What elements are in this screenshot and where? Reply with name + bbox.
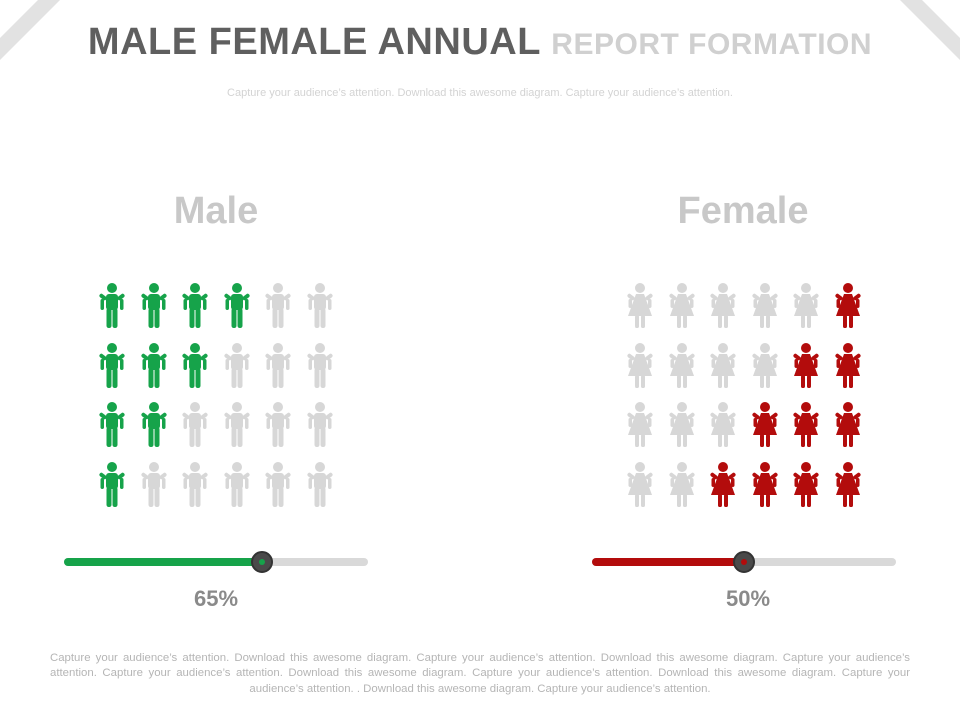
male-person-icon bbox=[140, 461, 167, 507]
female-person-icon bbox=[668, 283, 695, 328]
female-person-icon bbox=[627, 402, 653, 447]
female-person-icon bbox=[751, 402, 778, 447]
male-person-icon bbox=[99, 461, 125, 507]
male-person-icon bbox=[223, 342, 250, 388]
knob-dot bbox=[741, 559, 747, 565]
male-person-icon bbox=[223, 461, 250, 507]
male-person-icon bbox=[140, 402, 167, 447]
subtitle: Capture your audience’s attention. Downl… bbox=[227, 87, 733, 99]
male-person-icon bbox=[99, 342, 125, 388]
male-person-icon bbox=[99, 283, 125, 328]
male-percent: 65% bbox=[193, 586, 239, 611]
male-person-icon bbox=[223, 283, 250, 328]
female-person-icon bbox=[793, 283, 819, 328]
female-person-icon bbox=[668, 342, 695, 388]
slider-fill bbox=[64, 558, 262, 566]
male-label: Male bbox=[173, 190, 259, 232]
female-person-icon bbox=[834, 461, 861, 507]
female-icon-grid bbox=[625, 282, 875, 512]
male-person-icon bbox=[140, 342, 167, 388]
female-person-icon bbox=[668, 461, 695, 507]
male-person-icon bbox=[306, 461, 333, 507]
male-person-icon bbox=[265, 283, 291, 328]
female-person-icon bbox=[751, 283, 778, 328]
slider-knob[interactable] bbox=[250, 551, 273, 573]
female-person-icon bbox=[710, 283, 736, 328]
male-icon-grid bbox=[97, 282, 347, 512]
male-person-icon bbox=[182, 402, 208, 447]
slider-fill bbox=[592, 558, 744, 566]
male-person-icon bbox=[306, 342, 333, 388]
female-person-icon bbox=[793, 461, 819, 507]
male-person-icon bbox=[223, 402, 250, 447]
female-person-icon bbox=[627, 342, 653, 388]
female-person-icon bbox=[668, 402, 695, 447]
page-title: MALE FEMALE ANNUAL REPORT FORMATION bbox=[0, 20, 960, 67]
male-person-icon bbox=[182, 283, 208, 328]
knob-dot bbox=[258, 559, 265, 565]
male-person-icon bbox=[265, 342, 291, 388]
male-person-icon bbox=[182, 461, 208, 507]
footer-text: Capture your audience’s attention. Downl… bbox=[50, 652, 910, 695]
female-person-icon bbox=[751, 342, 778, 388]
female-person-icon bbox=[834, 283, 861, 328]
male-person-icon bbox=[306, 402, 333, 447]
female-person-icon bbox=[710, 402, 736, 447]
title-sub: REPORT FORMATION bbox=[551, 28, 873, 61]
female-person-icon bbox=[710, 461, 736, 507]
corner-ribbon-right bbox=[870, 0, 960, 60]
female-person-icon bbox=[834, 402, 861, 447]
female-person-icon bbox=[834, 342, 861, 388]
male-person-icon bbox=[265, 461, 291, 507]
male-person-icon bbox=[306, 283, 333, 328]
male-person-icon bbox=[140, 283, 167, 328]
female-person-icon bbox=[627, 461, 653, 507]
slider-knob[interactable] bbox=[733, 551, 755, 573]
male-person-icon bbox=[99, 402, 125, 447]
female-person-icon bbox=[627, 283, 653, 328]
male-progress-slider[interactable] bbox=[64, 551, 368, 573]
male-person-icon bbox=[182, 342, 208, 388]
female-person-icon bbox=[793, 402, 819, 447]
female-label: Female bbox=[677, 190, 809, 232]
female-progress-slider[interactable] bbox=[592, 551, 896, 573]
title-main: MALE FEMALE ANNUAL bbox=[87, 21, 541, 63]
female-person-icon bbox=[710, 342, 736, 388]
female-person-icon bbox=[793, 342, 819, 388]
corner-ribbon-left bbox=[0, 0, 90, 60]
female-person-icon bbox=[751, 461, 778, 507]
male-person-icon bbox=[265, 402, 291, 447]
female-percent: 50% bbox=[725, 586, 771, 611]
